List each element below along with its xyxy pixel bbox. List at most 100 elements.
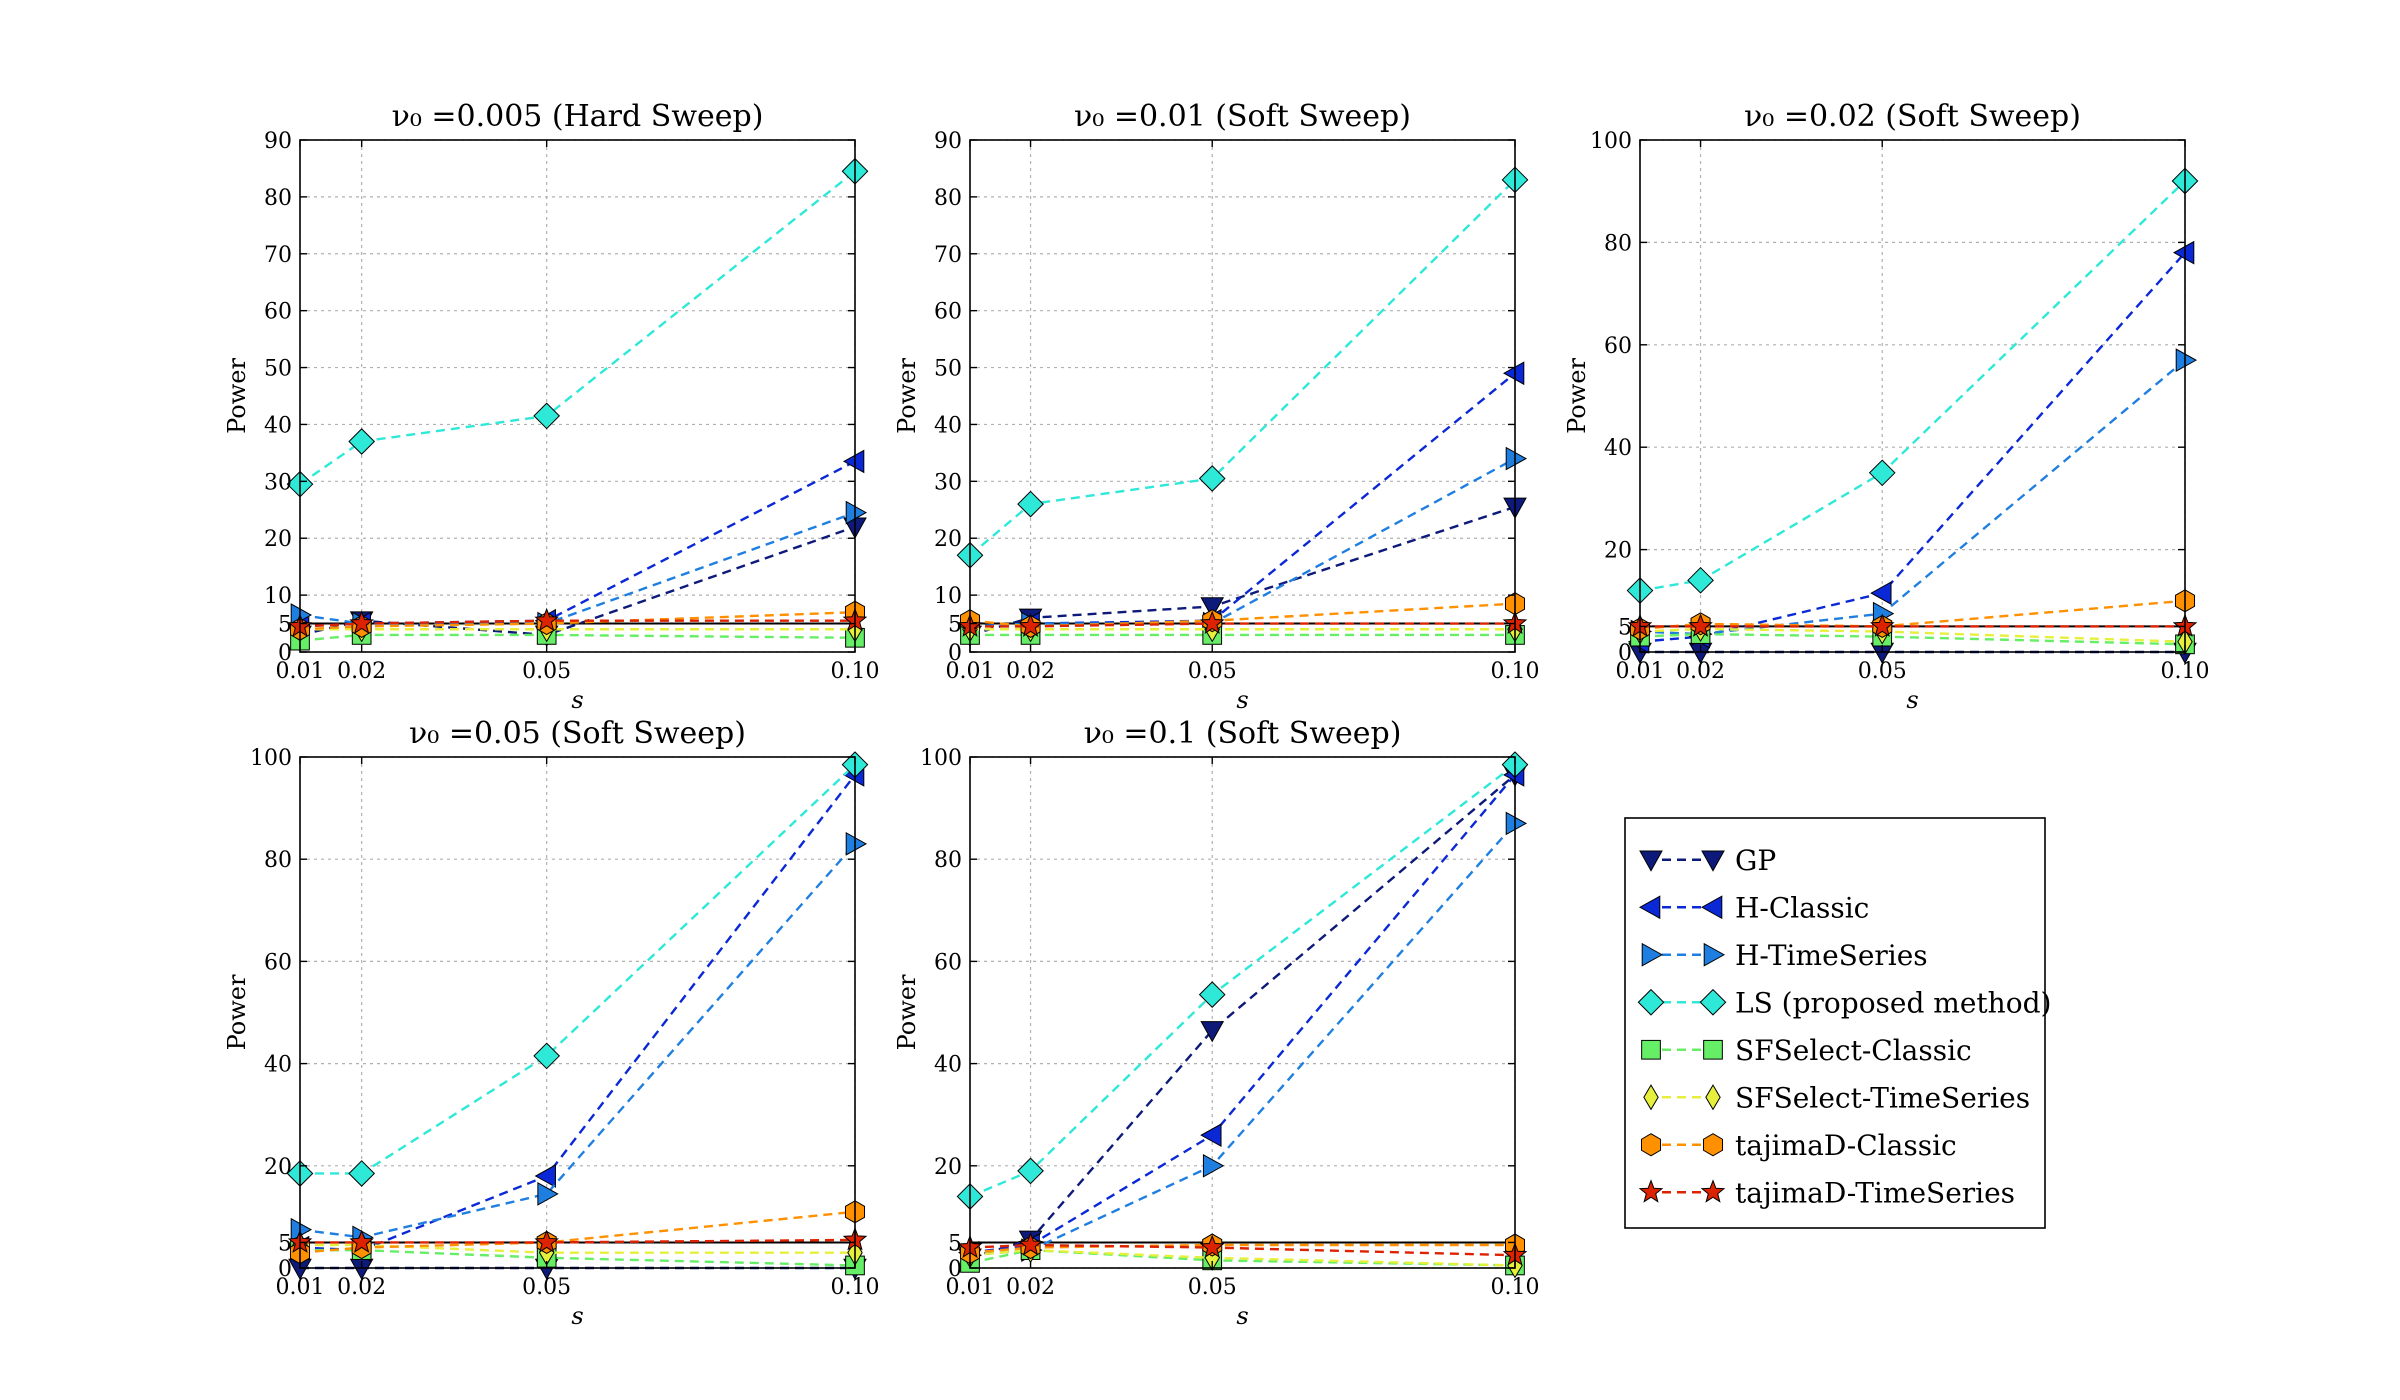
- legend-marker: [1700, 1179, 1726, 1203]
- series-line: [299, 610, 856, 631]
- x-tick-label: 0.10: [2161, 659, 2210, 684]
- data-point: [2175, 348, 2198, 373]
- data-point: [845, 500, 868, 525]
- series-line: [300, 1238, 856, 1244]
- y-tick-label: 80: [1604, 231, 1632, 256]
- x-axis-label: s: [1236, 1302, 1248, 1330]
- y-tick-label: 80: [934, 186, 962, 211]
- y-tick-label: 40: [934, 1053, 962, 1078]
- series-line: [300, 1243, 855, 1254]
- plot-frame: [299, 139, 856, 653]
- series-line: [969, 773, 1516, 1259]
- legend: GP H-Classic H-TimeSeries LS (proposed meth…: [1624, 817, 2051, 1229]
- x-tick-label: 0.02: [337, 659, 386, 684]
- data-point: [537, 1182, 559, 1206]
- data-point: [1870, 581, 1892, 605]
- plot-frame: [969, 756, 1516, 1269]
- data-point: [1202, 1153, 1225, 1178]
- y-tick-label: 40: [934, 413, 962, 438]
- series-line: [1639, 627, 2186, 643]
- legend-marker: [1643, 1084, 1659, 1111]
- data-point: [534, 1164, 556, 1188]
- y-tick-label: 5: [278, 613, 292, 638]
- y-tick-label: 0: [1618, 641, 1632, 666]
- series-line: [299, 843, 856, 1239]
- x-tick-label: 0.02: [337, 1275, 386, 1300]
- data-point: [348, 1160, 376, 1187]
- data-point: [534, 1229, 559, 1253]
- series-line: [299, 619, 855, 628]
- series-line: [1639, 251, 2186, 643]
- legend-label: tajimaD-TimeSeries: [1735, 1176, 2015, 1209]
- legend-marker: [1637, 988, 1665, 1016]
- chart-title: ν₀ =0.02 (Soft Sweep): [1744, 99, 2081, 134]
- y-tick-label: 10: [264, 584, 292, 609]
- x-tick-label: 0.10: [1491, 659, 1540, 684]
- legend-label: H-Classic: [1735, 891, 1869, 924]
- x-tick-label: 0.05: [522, 1275, 571, 1300]
- x-axis-label: s: [571, 1302, 583, 1330]
- chart-panel-4: 05 20 40 60 80 100 0.01 0.02 0.05 0.10 ν₀ =0.05 (S…: [223, 716, 879, 1330]
- chart-panel-3: 05 20 40 60 80 100 0.01 0.02 0.05 0.10 ν₀ =0.02 (S…: [1563, 99, 2209, 714]
- legend-marker: [1703, 1039, 1723, 1060]
- data-point: [1869, 613, 1895, 637]
- y-tick-label: 20: [264, 1155, 292, 1180]
- y-tick-label: 40: [264, 1053, 292, 1078]
- data-point: [533, 402, 561, 430]
- y-axis-label: Power: [893, 358, 921, 434]
- y-tick-label: 30: [934, 470, 962, 495]
- data-point: [845, 832, 868, 856]
- data-point: [842, 449, 865, 474]
- series-line: [969, 602, 1516, 628]
- data-point: [1687, 566, 1714, 594]
- y-tick-label: 20: [934, 1155, 962, 1180]
- data-point: [1505, 446, 1528, 471]
- series-line: [299, 774, 856, 1252]
- data-point: [1505, 811, 1528, 836]
- y-tick-label: 90: [934, 129, 962, 154]
- x-tick-label: 0.01: [276, 659, 325, 684]
- legend-marker: [1639, 850, 1663, 872]
- x-tick-label: 0.01: [946, 1275, 995, 1300]
- series-line: [299, 633, 856, 642]
- x-tick-label: 0.02: [1676, 659, 1725, 684]
- y-tick-label: 5: [948, 613, 962, 638]
- series-line: [299, 170, 856, 486]
- legend-label: GP: [1735, 844, 1776, 877]
- data-point: [1868, 459, 1896, 487]
- legend-item: SFSelect-Classic: [1641, 1034, 1972, 1067]
- series-line: [969, 372, 1516, 628]
- legend-item: LS (proposed method): [1637, 986, 2051, 1019]
- chart-panel-5: 05 20 40 60 80 100 0.01 0.02 0.05 0.10 ν₀ =0.1 (So…: [893, 716, 1539, 1330]
- y-tick-label: 20: [264, 527, 292, 552]
- data-point: [1198, 981, 1226, 1008]
- y-tick-label: 100: [250, 746, 292, 771]
- data-point: [349, 610, 374, 635]
- y-tick-label: 5: [1618, 615, 1632, 640]
- legend-item: SFSelect-TimeSeries: [1643, 1081, 2030, 1114]
- series-line: [1639, 180, 2186, 592]
- y-tick-label: 0: [948, 1257, 962, 1282]
- x-tick-label: 0.10: [1491, 1275, 1540, 1300]
- legend-marker: [1700, 895, 1723, 920]
- series-line: [969, 763, 1516, 1198]
- series-line: [1639, 632, 2186, 646]
- y-tick-label: 5: [948, 1231, 962, 1256]
- series-line: [299, 460, 856, 628]
- y-tick-label: 80: [264, 186, 292, 211]
- y-tick-label: 0: [278, 1257, 292, 1282]
- series-line: [300, 763, 856, 1175]
- legend-marker: [1640, 1133, 1662, 1157]
- series-line: [1639, 599, 2186, 631]
- legend-marker: [1705, 1084, 1721, 1111]
- data-point: [1200, 1021, 1225, 1043]
- data-point: [1688, 613, 1713, 637]
- y-tick-label: 50: [934, 357, 962, 382]
- series-line: [299, 1210, 856, 1254]
- y-tick-label: 60: [934, 300, 962, 325]
- data-point: [1017, 1157, 1044, 1185]
- series-line: [969, 1248, 1516, 1267]
- data-point: [348, 428, 376, 455]
- legend-label: tajimaD-Classic: [1735, 1129, 1957, 1162]
- data-point: [1200, 1123, 1222, 1147]
